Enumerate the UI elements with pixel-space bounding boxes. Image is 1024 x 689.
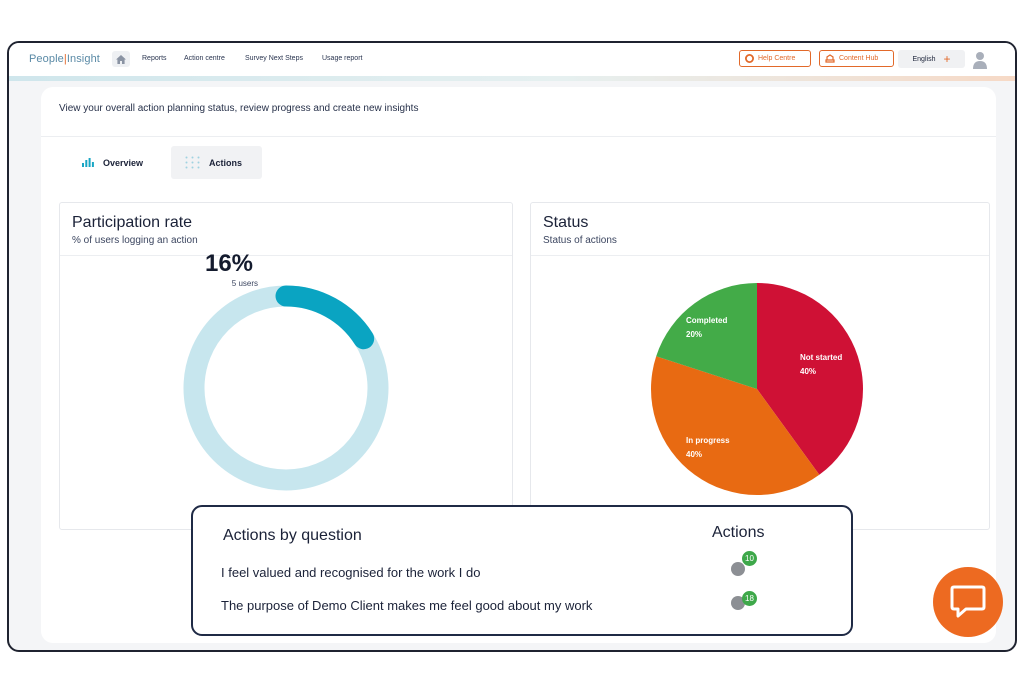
divider (60, 255, 512, 256)
action-count-badge: 10 (742, 551, 757, 566)
user-avatar-icon[interactable] (973, 51, 987, 69)
participation-title: Participation rate (72, 214, 193, 231)
bar-chart-icon (82, 158, 94, 167)
question-row-label[interactable]: I feel valued and recognised for the wor… (221, 565, 481, 580)
home-button[interactable] (112, 51, 130, 67)
question-row-label[interactable]: The purpose of Demo Client makes me feel… (221, 598, 593, 613)
participation-donut-chart (183, 285, 389, 491)
pie-label-not-started: Not started 40% (800, 353, 843, 376)
dots-grid-icon (185, 156, 200, 169)
content-hub-icon (825, 54, 835, 63)
tab-overview[interactable]: Overview (68, 146, 157, 179)
tab-actions[interactable]: Actions (171, 146, 262, 179)
header-gradient-strip (9, 76, 1015, 81)
participation-users: 5 users (231, 279, 258, 288)
pie-slice-completed[interactable] (656, 283, 757, 389)
logo-separator: | (63, 53, 67, 65)
actions-by-question-title: Actions by question (223, 527, 362, 544)
chat-bubble-icon (950, 585, 986, 618)
actions-by-question-panel: Actions by question Actions I feel value… (191, 505, 853, 636)
divider (41, 136, 996, 137)
status-pie-chart (651, 283, 863, 495)
help-lifebuoy-icon (745, 54, 754, 63)
nav-survey-next-steps[interactable]: Survey Next Steps (245, 55, 303, 62)
plus-icon: + (943, 52, 951, 66)
status-subtitle: Status of actions (543, 235, 617, 246)
participation-percent: 16% (204, 250, 254, 277)
pie-slice-not-started[interactable] (757, 283, 863, 475)
action-count-badge: 18 (742, 591, 757, 606)
pie-label-completed: Completed 20% (686, 316, 728, 339)
status-title: Status (543, 214, 589, 231)
pie-label-in-progress: In progress 40% (686, 436, 730, 459)
people-insight-logo[interactable]: People|Insight (29, 53, 100, 65)
chat-launcher-button[interactable] (933, 567, 1003, 637)
donut-progress-arc (275, 285, 375, 350)
page-description: View your overall action planning status… (59, 103, 419, 114)
participation-subtitle: % of users logging an action (72, 235, 198, 246)
action-count-indicator[interactable] (731, 562, 745, 576)
content-hub-button[interactable]: Content Hub (819, 50, 894, 67)
nav-action-centre[interactable]: Action centre (184, 55, 225, 62)
language-selector[interactable]: English + (898, 50, 965, 68)
top-navigation-bar: People|Insight Reports Action centre Sur… (9, 43, 1015, 76)
home-icon (116, 54, 126, 64)
nav-usage-report[interactable]: Usage report (322, 55, 363, 62)
help-centre-button[interactable]: Help Centre (739, 50, 811, 67)
actions-column-header: Actions (712, 524, 765, 541)
nav-reports[interactable]: Reports (142, 55, 167, 62)
pie-slice-in-progress[interactable] (651, 356, 820, 495)
action-count-indicator[interactable] (731, 596, 745, 610)
divider (531, 255, 989, 256)
